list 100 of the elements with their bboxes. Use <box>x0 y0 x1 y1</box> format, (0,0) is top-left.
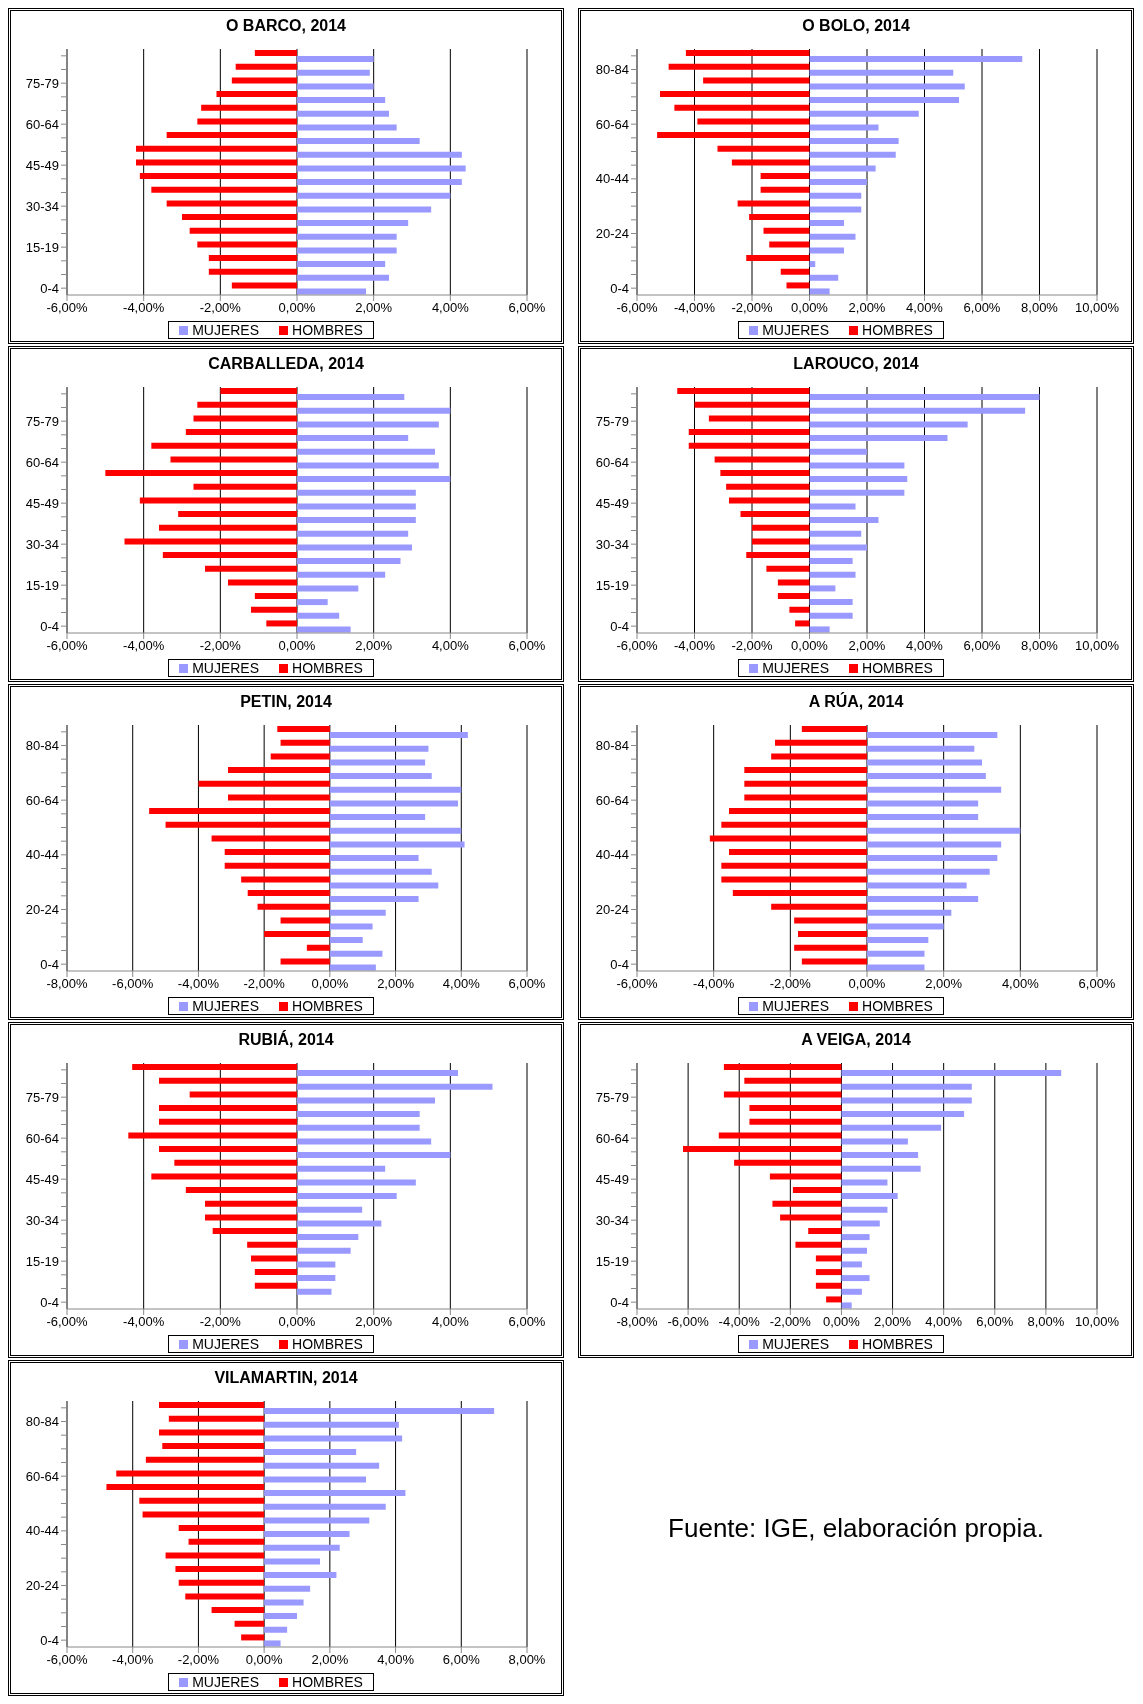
bar <box>732 890 867 897</box>
x-tick-label: -2,00% <box>199 638 242 654</box>
x-tick-label: 0,00% <box>311 976 349 992</box>
bar <box>809 247 844 254</box>
bar <box>329 855 419 862</box>
bar <box>815 1255 842 1262</box>
bar <box>297 1179 416 1186</box>
bar <box>867 964 925 971</box>
x-tick-label: 0,00% <box>278 638 316 654</box>
bar <box>149 808 330 815</box>
bar <box>159 1402 265 1409</box>
x-tick-label: -4,00% <box>177 976 220 992</box>
bar <box>780 268 810 275</box>
bar <box>809 503 856 510</box>
bar <box>683 1146 842 1153</box>
bar <box>721 862 867 869</box>
bar <box>752 524 810 531</box>
bar <box>266 620 297 627</box>
bar <box>297 233 397 240</box>
bar <box>329 786 462 793</box>
x-tick-label: 4,00% <box>1001 976 1040 992</box>
bar <box>809 288 830 295</box>
bar <box>841 1097 972 1104</box>
bar <box>329 814 426 821</box>
x-tick-label: 2,00% <box>874 1314 912 1330</box>
bar <box>809 110 919 117</box>
x-tick-label: 2,00% <box>311 1652 349 1668</box>
bar <box>297 1152 451 1159</box>
legend-label: MUJERES <box>761 322 830 338</box>
bar <box>297 247 397 254</box>
bar <box>329 923 373 930</box>
bar <box>721 821 867 828</box>
bar <box>737 200 810 207</box>
bar <box>234 1620 265 1627</box>
bar <box>166 132 297 139</box>
bar <box>867 800 979 807</box>
bar <box>867 786 1002 793</box>
bar <box>178 1525 265 1532</box>
x-tick-label: 2,00% <box>355 300 393 316</box>
bar <box>792 1187 842 1194</box>
bar <box>297 165 466 172</box>
bar <box>841 1111 965 1118</box>
y-tick-label: 0-4 <box>40 280 59 296</box>
x-tick-label: 4,00% <box>431 300 470 316</box>
chart-title: PETIN, 2014 <box>239 693 333 712</box>
bar <box>841 1206 888 1213</box>
bar <box>809 448 867 455</box>
bar <box>185 1593 265 1600</box>
x-tick-label: -6,00% <box>46 1652 89 1668</box>
bar <box>159 524 297 531</box>
legend-label: HOMBRES <box>291 1336 363 1352</box>
bar <box>688 442 810 449</box>
x-tick-label: 0,00% <box>278 1314 316 1330</box>
x-tick-label: 6,00% <box>508 976 546 992</box>
bar <box>709 835 867 842</box>
bar <box>718 1132 842 1139</box>
x-tick-label: -4,00% <box>112 1652 154 1668</box>
bar <box>726 483 810 490</box>
bar <box>297 435 409 442</box>
y-tick-label: 60-64 <box>25 116 59 132</box>
bar <box>193 415 297 422</box>
bar <box>264 1503 386 1510</box>
bar <box>769 241 810 248</box>
legend-label: HOMBRES <box>861 1336 933 1352</box>
bar <box>808 1228 842 1235</box>
bar <box>151 1173 297 1180</box>
bar <box>685 50 810 57</box>
x-tick-label: 8,00% <box>1021 638 1059 654</box>
bar <box>159 1118 297 1125</box>
bar <box>264 1408 495 1415</box>
bar <box>185 429 297 436</box>
bar <box>740 511 810 518</box>
y-tick-label: 80-84 <box>25 1414 59 1430</box>
bar <box>264 1517 370 1524</box>
x-tick-label: 2,00% <box>355 1314 393 1330</box>
x-tick-label: 2,00% <box>848 300 886 316</box>
bar <box>731 159 810 166</box>
bar <box>867 841 1002 848</box>
bar <box>159 1077 297 1084</box>
y-tick-label: 30-34 <box>25 536 59 552</box>
bar <box>297 462 439 469</box>
legend-label: HOMBRES <box>861 660 933 676</box>
bar <box>280 739 330 746</box>
bar <box>174 1159 297 1166</box>
bar <box>809 626 830 633</box>
bar <box>297 407 451 414</box>
bar <box>297 571 386 578</box>
bar <box>235 63 297 70</box>
bar <box>197 118 297 125</box>
bar <box>841 1261 862 1268</box>
bar <box>752 538 810 545</box>
x-tick-label: -6,00% <box>46 638 89 654</box>
chart-title: A RÚA, 2014 <box>807 693 905 712</box>
bar <box>297 288 366 295</box>
bar <box>329 964 376 971</box>
bar <box>297 110 389 117</box>
bar <box>151 442 297 449</box>
x-tick-label: 6,00% <box>963 638 1001 654</box>
bar <box>867 745 975 752</box>
bar <box>809 599 853 606</box>
